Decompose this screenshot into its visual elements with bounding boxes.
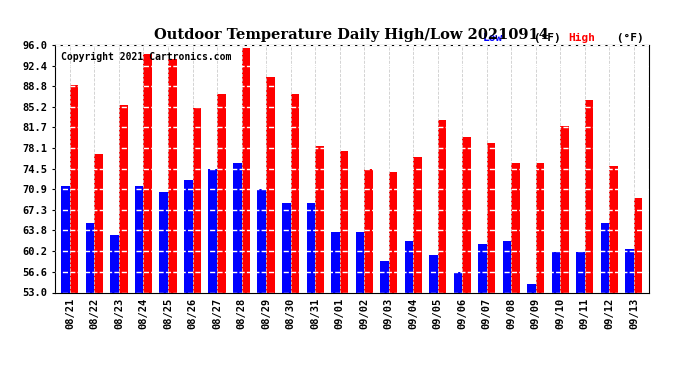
Bar <box>634 198 642 292</box>
Bar <box>217 94 226 292</box>
Bar <box>453 272 462 292</box>
Bar <box>339 152 348 292</box>
Bar <box>429 255 437 292</box>
Bar <box>70 85 79 292</box>
Bar <box>331 232 339 292</box>
Bar <box>536 163 544 292</box>
Bar <box>576 252 585 292</box>
Bar <box>168 59 177 292</box>
Bar <box>511 163 520 292</box>
Bar <box>388 172 397 292</box>
Bar <box>527 284 536 292</box>
Bar <box>86 224 95 292</box>
Text: High: High <box>569 33 595 42</box>
Bar <box>61 186 70 292</box>
Bar <box>437 120 446 292</box>
Bar <box>159 192 168 292</box>
Bar <box>95 154 103 292</box>
Bar <box>404 241 413 292</box>
Bar <box>135 186 144 292</box>
Bar <box>552 252 560 292</box>
Title: Outdoor Temperature Daily High/Low 20210914: Outdoor Temperature Daily High/Low 20210… <box>155 28 549 42</box>
Bar <box>241 48 250 292</box>
Bar <box>266 76 275 292</box>
Bar <box>233 163 242 292</box>
Text: Copyright 2021 Cartronics.com: Copyright 2021 Cartronics.com <box>61 53 232 63</box>
Bar <box>355 232 364 292</box>
Bar <box>503 241 511 292</box>
Bar <box>193 108 201 292</box>
Bar <box>478 244 486 292</box>
Bar <box>110 235 119 292</box>
Bar <box>144 54 152 292</box>
Text: (°F): (°F) <box>527 33 561 42</box>
Bar <box>486 143 495 292</box>
Bar <box>282 203 290 292</box>
Bar <box>184 180 193 292</box>
Bar <box>380 261 388 292</box>
Bar <box>315 146 324 292</box>
Bar <box>208 169 217 292</box>
Bar <box>625 249 634 292</box>
Bar <box>601 224 609 292</box>
Bar <box>119 105 128 292</box>
Bar <box>585 100 593 292</box>
Text: Low: Low <box>482 33 503 42</box>
Bar <box>560 126 569 292</box>
Bar <box>364 169 373 292</box>
Bar <box>306 203 315 292</box>
Bar <box>609 166 618 292</box>
Text: (°F): (°F) <box>610 33 644 42</box>
Bar <box>257 189 266 292</box>
Bar <box>290 94 299 292</box>
Bar <box>413 157 422 292</box>
Bar <box>462 137 471 292</box>
